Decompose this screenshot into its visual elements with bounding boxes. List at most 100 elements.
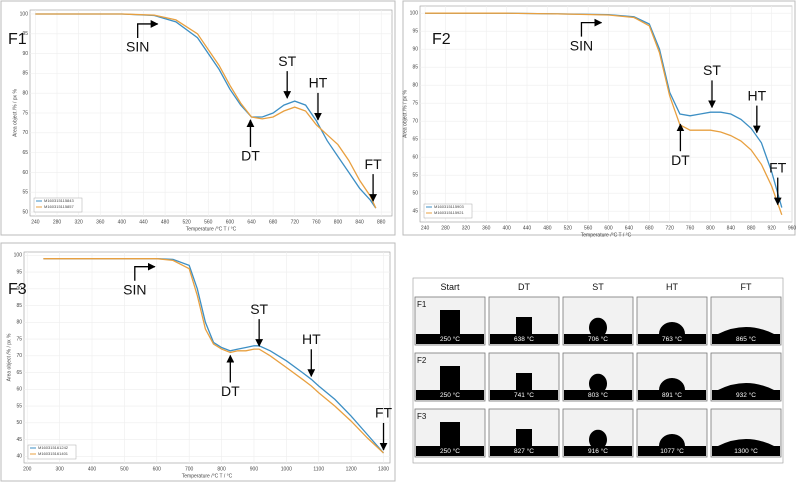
temperature-label: 638 °C: [514, 335, 534, 343]
annotation-arrow: [580, 18, 603, 37]
sample-shape: [440, 422, 460, 446]
x-tick-label: 700: [185, 466, 194, 472]
y-tick-label: 55: [16, 403, 22, 409]
x-tick-label: 480: [543, 225, 552, 231]
x-tick-label: 760: [686, 225, 695, 231]
sample-shape: [440, 310, 460, 334]
y-tick-label: 70: [16, 353, 22, 359]
temperature-label: 1300 °C: [734, 447, 758, 455]
column-header: ST: [592, 282, 604, 292]
y-tick-label: 85: [22, 71, 28, 77]
temperature-label: 932 °C: [736, 391, 756, 399]
x-tick-label: 400: [502, 225, 511, 231]
temperature-label: 763 °C: [662, 335, 682, 343]
annotation-label: DT: [671, 152, 690, 168]
sample-base: [712, 334, 780, 344]
sample-shape: [440, 366, 460, 390]
x-tick-label: 760: [312, 219, 321, 225]
sample-base: [416, 390, 484, 400]
x-tick-label: 1100: [313, 466, 324, 472]
x-tick-label: 300: [55, 466, 64, 472]
x-tick-label: 400: [118, 219, 127, 225]
sample-shape: [589, 373, 607, 390]
plot-area: [419, 5, 793, 223]
temperature-label: 891 °C: [662, 391, 682, 399]
x-tick-label: 600: [604, 225, 613, 231]
x-tick-label: 680: [269, 219, 278, 225]
x-tick-label: 560: [584, 225, 593, 231]
x-tick-label: 360: [96, 219, 105, 225]
annotation-label: SIN: [126, 39, 149, 55]
legend-label: M160315115857: [44, 204, 75, 209]
sample-base: [564, 390, 632, 400]
x-tick-label: 440: [523, 225, 532, 231]
temperature-label: 865 °C: [736, 335, 756, 343]
x-tick-label: 320: [462, 225, 471, 231]
x-tick-label: 640: [625, 225, 634, 231]
temperature-label: 916 °C: [588, 447, 608, 455]
row-label: F2: [417, 356, 427, 365]
row-label: F1: [417, 300, 427, 309]
y-axis-label: Area object /% / px %: [6, 333, 12, 381]
x-tick-label: 240: [31, 219, 40, 225]
x-tick-label: 600: [226, 219, 235, 225]
y-tick-label: 75: [412, 101, 418, 107]
temperature-label: 250 °C: [440, 447, 460, 455]
x-tick-label: 520: [564, 225, 573, 231]
temperature-label: 803 °C: [588, 391, 608, 399]
y-tick-label: 45: [16, 437, 22, 443]
x-tick-label: 920: [767, 225, 776, 231]
annotation-label: FT: [365, 156, 383, 172]
x-tick-label: 280: [53, 219, 62, 225]
plot-area: [23, 251, 391, 464]
y-tick-label: 60: [22, 170, 28, 176]
y-tick-label: 75: [22, 110, 28, 116]
legend-label: M160315115843: [44, 198, 75, 203]
x-tick-label: 560: [204, 219, 213, 225]
legend-label: M160315161242: [38, 445, 69, 450]
sample-shape: [659, 322, 685, 334]
annotation-label: ST: [278, 53, 296, 69]
sample-shape: [589, 317, 607, 334]
x-tick-label: 840: [355, 219, 364, 225]
y-axis-label: Area object /% / px %: [12, 89, 18, 137]
y-tick-label: 65: [16, 370, 22, 376]
x-tick-label: 360: [482, 225, 491, 231]
sample-shape: [718, 439, 774, 446]
x-tick-label: 840: [727, 225, 736, 231]
y-tick-label: 100: [20, 11, 29, 17]
x-axis-label: Temperature /°C T / °C: [581, 232, 632, 238]
y-tick-label: 80: [22, 91, 28, 97]
x-tick-label: 880: [377, 219, 386, 225]
sample-base: [564, 446, 632, 456]
y-tick-label: 90: [22, 51, 28, 57]
annotation-label: DT: [241, 148, 260, 164]
sample-base: [416, 334, 484, 344]
y-tick-label: 95: [16, 269, 22, 275]
y-tick-label: 95: [412, 29, 418, 35]
sample-base: [490, 334, 558, 344]
y-tick-label: 60: [16, 387, 22, 393]
x-tick-label: 320: [74, 219, 83, 225]
x-axis-label: Temperature /°C T / °C: [182, 473, 233, 479]
data-line: [43, 258, 384, 454]
annotation-label: SIN: [570, 37, 593, 53]
sample-base: [416, 446, 484, 456]
data-line: [35, 13, 377, 209]
panel-label: F1: [8, 31, 27, 48]
y-tick-label: 65: [412, 137, 418, 143]
y-tick-label: 100: [14, 253, 23, 259]
sample-shape: [718, 383, 774, 390]
x-tick-label: 440: [139, 219, 148, 225]
temperature-label: 1077 °C: [660, 447, 684, 455]
y-tick-label: 80: [412, 83, 418, 89]
y-tick-label: 85: [16, 303, 22, 309]
sample-base: [490, 390, 558, 400]
x-axis-label: Temperature /°C T / °C: [186, 226, 237, 232]
y-axis-label: Area object /% / px %: [402, 90, 408, 138]
x-tick-label: 720: [666, 225, 675, 231]
sample-base: [564, 334, 632, 344]
annotation-label: ST: [250, 301, 268, 317]
annotation-label: ST: [703, 62, 721, 78]
